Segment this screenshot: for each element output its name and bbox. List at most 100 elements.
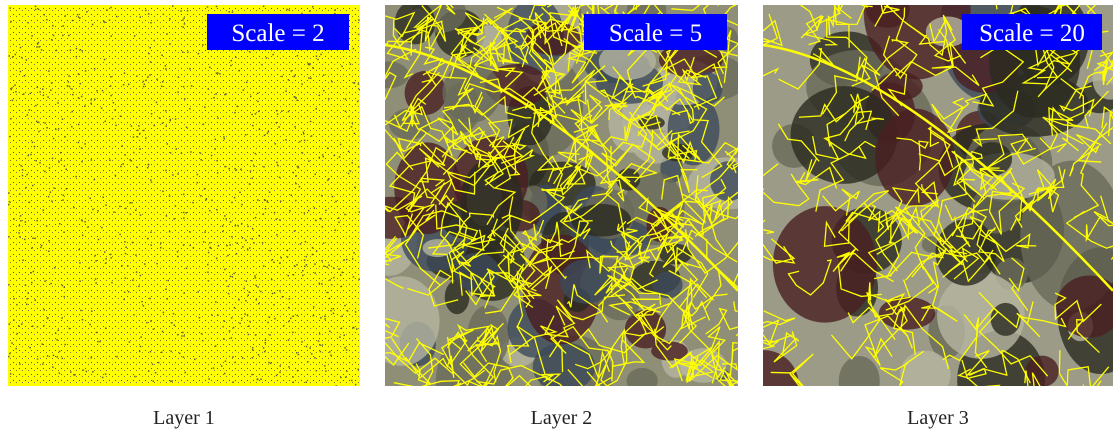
speck: [239, 192, 241, 194]
speck: [44, 280, 46, 282]
speck: [39, 91, 41, 93]
speck: [306, 256, 308, 257]
speck: [145, 10, 147, 12]
speck: [310, 121, 312, 123]
panel-caption: Layer 2: [531, 407, 593, 429]
speck: [79, 17, 81, 19]
speck: [162, 81, 164, 83]
speck: [228, 286, 230, 288]
speck: [64, 165, 65, 167]
speck: [251, 160, 253, 162]
speck: [236, 242, 238, 244]
speck: [183, 86, 185, 88]
speck: [256, 299, 258, 301]
speck: [10, 21, 12, 23]
speck: [269, 334, 271, 336]
speck: [10, 118, 12, 120]
speck: [78, 73, 80, 75]
speck: [330, 310, 332, 312]
speck: [150, 231, 152, 233]
speck: [230, 221, 232, 223]
segment-boundary: [637, 0, 705, 5]
speck: [207, 264, 209, 266]
speck: [51, 200, 53, 202]
speck: [343, 335, 345, 337]
speck: [345, 377, 347, 379]
speck: [38, 122, 40, 124]
speck: [20, 220, 22, 222]
speck: [294, 265, 296, 267]
speck: [175, 118, 177, 120]
speck: [36, 220, 38, 222]
speck: [104, 22, 106, 24]
speck: [175, 205, 177, 207]
speck: [229, 244, 231, 246]
speck: [91, 159, 93, 161]
speck: [247, 249, 249, 251]
speck: [79, 262, 81, 264]
speck: [161, 55, 163, 57]
speck: [358, 279, 360, 281]
speck: [46, 225, 48, 227]
speck: [77, 14, 79, 16]
speck: [260, 379, 262, 381]
speck: [267, 200, 269, 202]
speck: [197, 291, 199, 293]
speck: [40, 247, 42, 249]
speck: [165, 65, 167, 67]
speck: [124, 72, 126, 74]
speck: [344, 347, 346, 349]
speck: [287, 250, 289, 252]
speck: [329, 298, 331, 300]
speck: [134, 35, 136, 37]
speck: [278, 126, 280, 128]
speck: [294, 96, 296, 98]
speck: [172, 174, 174, 176]
speck: [318, 340, 320, 342]
speck: [241, 318, 243, 320]
speck: [112, 118, 114, 120]
speck: [140, 336, 142, 338]
speck: [44, 171, 46, 173]
speck: [207, 271, 209, 273]
speck: [225, 93, 227, 95]
speck: [32, 142, 34, 144]
speck: [144, 84, 146, 86]
speck: [308, 77, 310, 79]
speck: [133, 314, 135, 316]
speck: [234, 307, 236, 309]
speck: [8, 204, 10, 206]
speck: [340, 144, 342, 146]
speck: [64, 136, 66, 138]
speck: [353, 276, 355, 278]
speck: [338, 217, 340, 219]
speck: [110, 254, 112, 256]
speck: [280, 200, 282, 202]
segmentation-image: [8, 5, 360, 386]
speck: [276, 219, 278, 221]
speck: [162, 123, 164, 125]
segment-boundary: [442, 383, 502, 438]
speck: [359, 211, 361, 213]
speck: [158, 362, 160, 364]
speck: [95, 255, 97, 257]
speck: [274, 318, 276, 320]
speck: [105, 327, 107, 329]
speck: [216, 72, 218, 74]
speck: [252, 347, 254, 349]
speck: [49, 167, 51, 169]
speck: [11, 342, 13, 344]
speck: [150, 47, 152, 49]
speck: [64, 296, 66, 298]
speck: [273, 262, 275, 264]
speck: [58, 128, 60, 130]
speck: [18, 325, 20, 327]
speck: [215, 301, 217, 303]
speck: [124, 241, 126, 243]
speck: [26, 174, 28, 176]
speck: [244, 313, 246, 315]
speck: [316, 108, 318, 110]
speck: [101, 227, 103, 229]
speck: [335, 201, 337, 203]
speck: [324, 365, 326, 367]
